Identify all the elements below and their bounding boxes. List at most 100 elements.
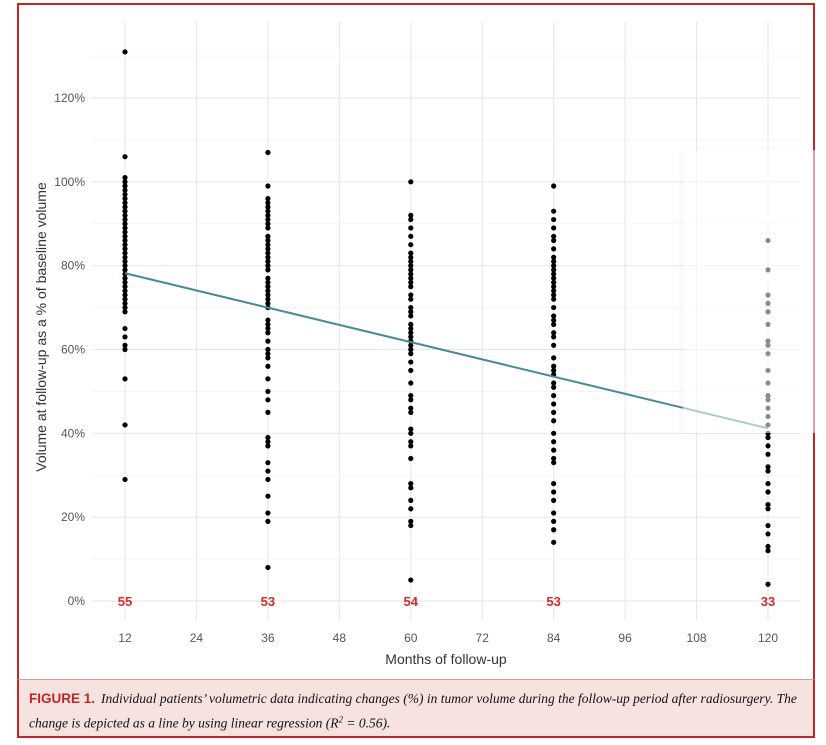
data-point: [408, 359, 414, 365]
data-point: [551, 284, 557, 290]
data-point: [765, 464, 771, 470]
data-point: [551, 460, 557, 466]
data-point: [265, 204, 271, 210]
data-point: [551, 233, 557, 239]
data-point: [122, 267, 128, 273]
data-point: [408, 367, 414, 374]
y-tick-labels: 0% 20% 40% 60% 80% 100% 120%: [54, 91, 85, 608]
y-tick-label: 100%: [54, 175, 85, 189]
data-point: [265, 288, 271, 294]
data-point: [122, 187, 128, 193]
data-point: [551, 355, 557, 361]
data-point: [551, 296, 557, 302]
data-point: [265, 263, 271, 269]
data-point: [551, 497, 557, 503]
data-point: [408, 225, 414, 231]
data-point: [551, 275, 557, 281]
data-point: [765, 531, 771, 537]
data-point: [551, 288, 557, 294]
data-point: [122, 204, 128, 210]
data-point: [265, 564, 271, 571]
x-tick-label: 48: [333, 631, 347, 645]
data-point: [408, 250, 414, 256]
data-point: [551, 237, 557, 244]
data-point: [408, 426, 414, 432]
watermark-overlay: [683, 150, 826, 433]
data-point: [265, 409, 271, 415]
data-point: [551, 481, 557, 487]
data-point: [265, 493, 271, 499]
data-point: [408, 346, 414, 353]
count-label: 55: [118, 594, 132, 609]
data-point: [265, 292, 271, 298]
data-point: [551, 246, 557, 252]
data-point: [551, 334, 557, 340]
data-point: [122, 242, 128, 248]
data-point: [265, 242, 271, 248]
data-point: [551, 258, 557, 265]
data-point: [551, 430, 557, 436]
data-point: [265, 363, 271, 369]
caption-text-end: = 0.56).: [342, 715, 391, 731]
data-point: [765, 489, 771, 495]
data-point: [408, 380, 414, 386]
data-point: [122, 246, 128, 252]
data-point: [408, 292, 414, 298]
y-axis-label: Volume at follow-up as a % of baseline v…: [33, 182, 49, 472]
data-point: [551, 384, 557, 390]
data-point: [408, 455, 414, 462]
data-point: [265, 439, 271, 445]
y-tick-label: 0%: [68, 594, 86, 608]
data-point: [265, 346, 271, 353]
data-point: [408, 321, 414, 327]
data-point: [265, 351, 271, 357]
data-point: [122, 208, 128, 214]
data-point: [265, 196, 271, 202]
data-point: [265, 275, 271, 281]
data-point: [265, 468, 271, 474]
data-point: [122, 258, 128, 265]
data-point: [265, 208, 271, 214]
data-point: [408, 275, 414, 281]
data-point: [765, 506, 771, 512]
data-point: [122, 334, 128, 340]
data-point: [265, 518, 271, 524]
data-point: [408, 397, 414, 403]
data-point: [408, 409, 414, 415]
data-point: [551, 330, 557, 336]
data-point: [265, 376, 271, 382]
data-point: [265, 460, 271, 466]
data-point: [765, 451, 771, 457]
data-point: [265, 284, 271, 290]
data-point: [265, 476, 271, 483]
grid-lines: [92, 22, 800, 620]
data-point: [408, 325, 414, 332]
figure-label: FIGURE 1.: [29, 691, 96, 706]
data-point: [551, 216, 557, 223]
data-point: [551, 271, 557, 277]
data-point: [265, 443, 271, 449]
data-point: [265, 388, 271, 395]
data-point: [122, 191, 128, 198]
count-label: 53: [546, 594, 560, 609]
data-point: [122, 233, 128, 239]
data-point: [265, 246, 271, 252]
data-point: [122, 200, 128, 206]
data-point: [408, 216, 414, 223]
x-tick-label: 108: [687, 631, 707, 645]
data-point: [408, 233, 414, 239]
data-point: [551, 401, 557, 407]
data-point: [122, 263, 128, 269]
data-point: [122, 179, 128, 185]
data-point: [408, 304, 414, 311]
data-point: [265, 221, 271, 227]
figure-frame: [17, 3, 815, 738]
data-point: [551, 317, 557, 323]
data-point: [765, 481, 771, 487]
data-point: [408, 393, 414, 399]
data-point: [408, 309, 414, 315]
data-point: [408, 497, 414, 503]
data-point: [551, 342, 557, 348]
data-point: [265, 338, 271, 344]
data-point: [765, 522, 771, 529]
